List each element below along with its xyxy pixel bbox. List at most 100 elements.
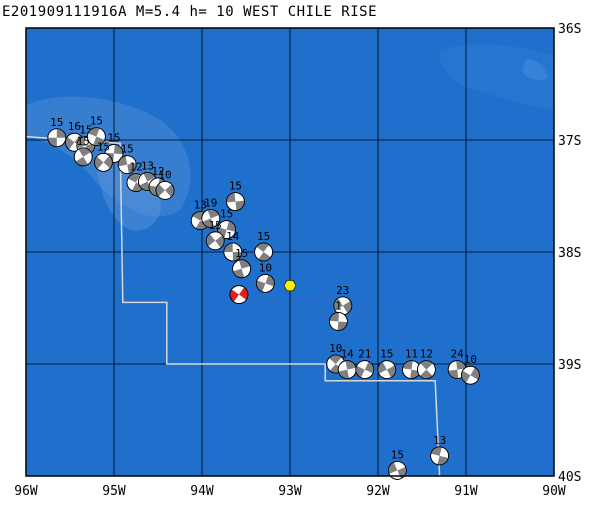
event-magnitude-label: 13: [433, 434, 446, 447]
event-marker: 10: [326, 342, 346, 374]
event-magnitude-label: 15: [235, 247, 248, 260]
event-marker: 15: [254, 230, 274, 262]
event-magnitude-label: 15: [50, 116, 63, 129]
event-magnitude-label: 15: [209, 219, 222, 232]
event-magnitude-label: 23: [336, 284, 349, 297]
event-marker: 15: [47, 116, 67, 148]
map-title: E201909111916A M=5.4 h= 10 WEST CHILE RI…: [2, 4, 378, 20]
event-marker: 11: [402, 348, 421, 380]
longitude-tick-label: 94W: [190, 484, 214, 499]
beachball-symbol: [205, 231, 225, 251]
beachball-symbol: [94, 152, 113, 172]
beachball-symbol: [328, 312, 348, 331]
longitude-tick-label: 93W: [278, 484, 302, 499]
event-marker: 10: [255, 261, 275, 293]
event-magnitude-label: 10: [329, 342, 342, 355]
event-marker: 13: [430, 434, 450, 466]
longitude-tick-label: 92W: [366, 484, 390, 499]
event-marker: 23: [333, 284, 353, 316]
event-magnitude-label: 10: [158, 168, 171, 181]
longitude-tick-label: 91W: [454, 484, 478, 499]
event-magnitude-label: 12: [151, 165, 164, 178]
event-magnitude-label: 15: [121, 143, 134, 156]
beachball-symbol: [223, 242, 243, 262]
event-marker: 15: [205, 219, 225, 251]
event-marker: 15: [232, 247, 252, 279]
event-magnitude-label: 12: [129, 161, 142, 174]
mainshock-beachball: [229, 285, 249, 304]
event-magnitude-label: 15: [97, 140, 110, 153]
beachball-symbol: [254, 242, 274, 262]
event-magnitude-label: 11: [405, 348, 418, 361]
beachball-symbol: [333, 296, 353, 316]
beachball-symbol: [377, 360, 397, 380]
beachball-symbol: [47, 128, 67, 148]
event-marker: 15: [73, 135, 93, 167]
event-magnitude-label: 15: [107, 131, 120, 144]
event-marker: 21: [355, 348, 375, 380]
event-marker: 14: [337, 348, 357, 380]
event-marker: 15: [387, 448, 407, 480]
event-magnitude-label: 14: [341, 348, 355, 361]
event-magnitude-label: 15: [380, 348, 393, 361]
event-marker: 15: [87, 115, 106, 147]
event-marker: 15: [226, 180, 245, 212]
longitude-tick-label: 96W: [14, 484, 38, 499]
latitude-tick-label: 39S: [558, 358, 581, 373]
event-magnitude-label: 15: [391, 448, 404, 461]
ridge-line: [25, 135, 441, 477]
event-magnitude-label: 24: [451, 348, 465, 361]
event-magnitude-label: 15: [257, 230, 270, 243]
beachball-symbol: [232, 259, 252, 279]
hexagon-marker: [283, 280, 297, 292]
beachball-symbol: [430, 446, 450, 466]
event-magnitude-label: 13: [141, 159, 154, 172]
beachball-symbol: [337, 360, 357, 380]
event-marker: 15: [94, 140, 113, 172]
latitude-labels: 36S 37S 38S 39S 40S: [558, 22, 581, 485]
beachball-symbol: [73, 147, 93, 167]
beachball-symbol: [87, 127, 106, 147]
beachball-symbol: [402, 360, 421, 380]
latitude-tick-label: 40S: [558, 470, 581, 485]
event-marker: 1: [328, 299, 348, 331]
event-magnitude-label: 16: [68, 120, 81, 133]
event-magnitude-label: 15: [229, 180, 242, 193]
beachball-symbol: [217, 220, 237, 240]
event-magnitude-label: 10: [259, 261, 272, 274]
beachball-symbol: [416, 360, 436, 380]
beachball-symbol: [226, 192, 245, 212]
event-magnitude-label: 19: [204, 196, 217, 209]
longitude-tick-label: 95W: [102, 484, 126, 499]
event-magnitude-label: 14: [226, 230, 240, 243]
event-marker: 12: [416, 348, 436, 380]
event-magnitude-label: 21: [358, 348, 371, 361]
event-marker: 15: [377, 348, 397, 380]
beachball-symbol: [155, 180, 175, 200]
longitude-labels: 96W 95W 94W 93W 92W 91W 90W: [14, 484, 566, 499]
event-marker: 10: [460, 353, 480, 385]
event-magnitude-label: 15: [220, 208, 233, 221]
event-magnitude-label: 10: [464, 353, 477, 366]
longitude-tick-label: 90W: [542, 484, 566, 499]
event-marker: 15: [117, 143, 137, 175]
event-marker: 19: [201, 196, 221, 228]
beachball-symbol: [229, 285, 249, 304]
latitude-tick-label: 36S: [558, 22, 581, 37]
event-magnitude-label: 1: [335, 299, 342, 312]
event-marker: 14: [223, 230, 243, 262]
beachball-symbol: [201, 208, 221, 228]
beachball-symbol: [460, 365, 480, 385]
event-magnitude-label: 15: [90, 115, 103, 128]
event-marker: 15: [217, 208, 237, 240]
event-magnitude-label: 15: [77, 135, 90, 148]
beachball-symbol: [255, 273, 275, 293]
map-frame: [25, 27, 555, 477]
event-magnitude-label: 12: [420, 348, 433, 361]
event-marker: 10: [155, 168, 175, 200]
beachball-symbol: [117, 155, 137, 175]
event-magnitude-label: 13: [194, 199, 207, 212]
latitude-tick-label: 37S: [558, 134, 581, 149]
